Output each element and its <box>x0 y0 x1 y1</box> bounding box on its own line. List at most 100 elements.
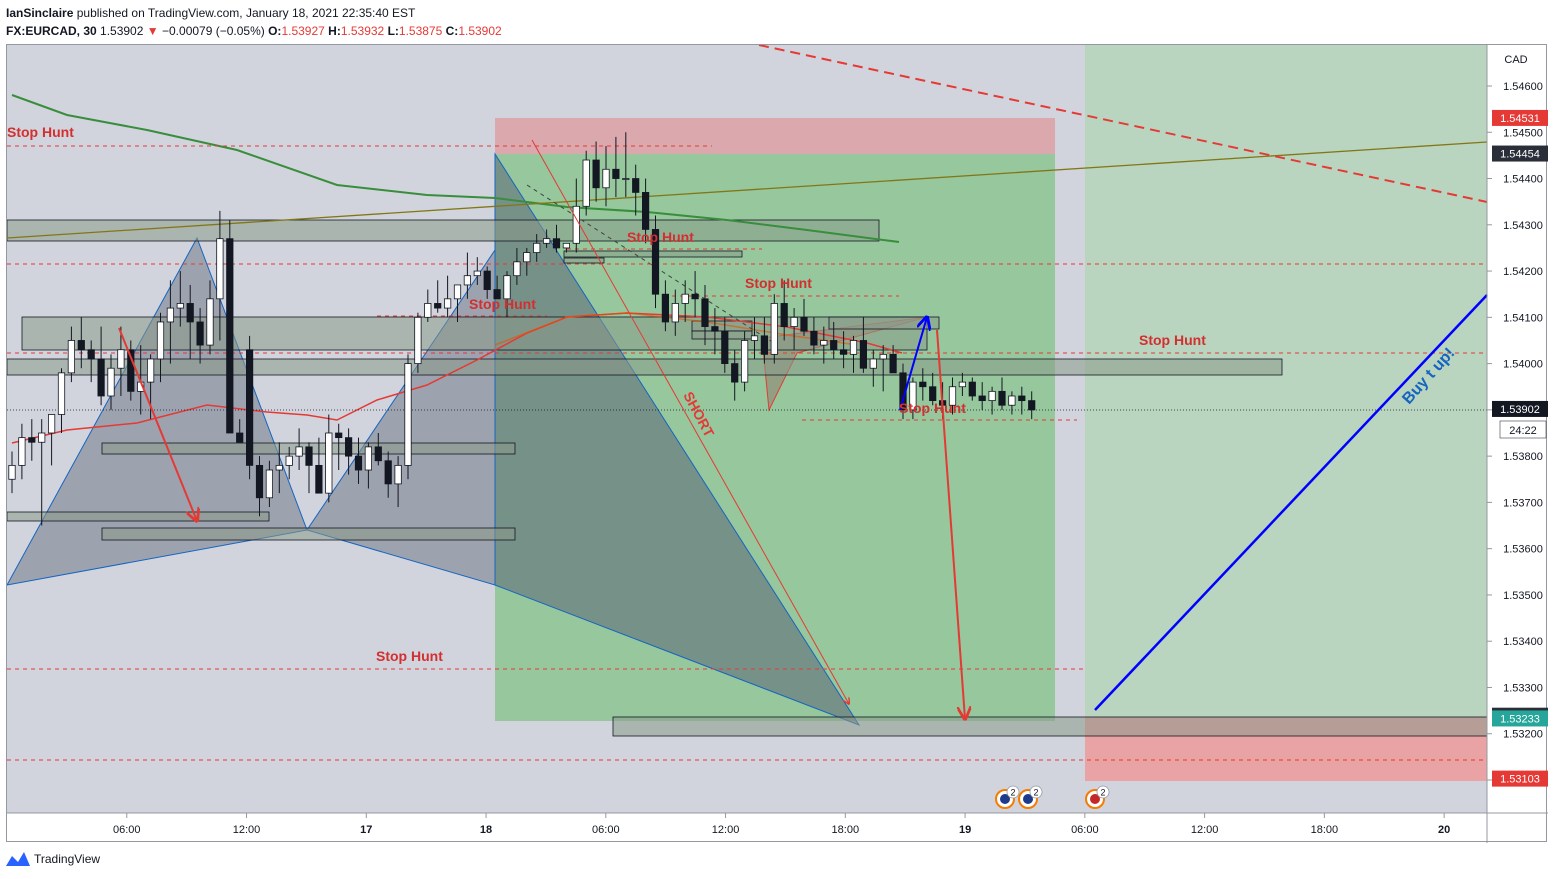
candle-body[interactable] <box>275 464 283 471</box>
candle-body[interactable] <box>156 321 165 360</box>
candle-body[interactable] <box>38 432 46 443</box>
candle-body[interactable] <box>8 464 16 480</box>
candle-body[interactable] <box>335 432 343 439</box>
candle-body[interactable] <box>67 340 76 374</box>
candle-body[interactable] <box>473 270 481 277</box>
candle-body[interactable] <box>721 330 729 365</box>
candle-body[interactable] <box>166 307 174 323</box>
candle-body[interactable] <box>998 390 1006 406</box>
candle-body[interactable] <box>1028 400 1036 411</box>
candle-body[interactable] <box>18 437 26 466</box>
candle-body[interactable] <box>57 372 66 415</box>
candle-body[interactable] <box>919 381 927 388</box>
candle-body[interactable] <box>305 446 313 466</box>
candle-body[interactable] <box>909 381 917 411</box>
candle-body[interactable] <box>849 340 858 355</box>
candle-body[interactable] <box>503 275 511 300</box>
candle-body[interactable] <box>760 335 769 355</box>
candle-body[interactable] <box>790 316 798 327</box>
candle-body[interactable] <box>344 437 353 457</box>
candle-body[interactable] <box>493 289 501 300</box>
candle-body[interactable] <box>384 460 392 485</box>
candle-body[interactable] <box>424 303 432 318</box>
candle-body[interactable] <box>869 358 877 369</box>
candle-body[interactable] <box>325 432 333 494</box>
economic-events[interactable]: 2 2 2 <box>995 785 1110 809</box>
candle-body[interactable] <box>374 446 382 462</box>
candlestick-series[interactable] <box>8 132 1036 526</box>
time-axis[interactable]: 06:00 12:00 17 18 06:00 12:00 18:00 19 06:00 12:0… <box>113 813 1450 836</box>
candle-body[interactable] <box>968 381 976 397</box>
tradingview-brand[interactable]: TradingView <box>6 852 100 866</box>
candle-body[interactable] <box>830 340 838 351</box>
candle-body[interactable] <box>404 363 412 466</box>
candle-body[interactable] <box>245 349 254 466</box>
candle-body[interactable] <box>731 363 739 383</box>
candle-body[interactable] <box>750 335 759 341</box>
candle-body[interactable] <box>206 298 214 346</box>
candle-body[interactable] <box>948 386 957 406</box>
candle-body[interactable] <box>661 293 670 323</box>
candle-body[interactable] <box>552 238 561 249</box>
candle-body[interactable] <box>543 238 551 244</box>
candle-body[interactable] <box>632 178 640 193</box>
candle-body[interactable] <box>612 168 620 179</box>
candle-body[interactable] <box>671 303 679 323</box>
candle-body[interactable] <box>701 298 709 327</box>
candle-body[interactable] <box>741 340 749 383</box>
candle-body[interactable] <box>117 349 125 369</box>
candle-body[interactable] <box>711 326 719 332</box>
candle-body[interactable] <box>364 446 373 471</box>
candle-body[interactable] <box>582 159 590 207</box>
candle-body[interactable] <box>889 353 897 374</box>
candle-body[interactable] <box>315 464 323 494</box>
candle-body[interactable] <box>622 178 630 180</box>
candle-body[interactable] <box>879 353 887 360</box>
candle-body[interactable] <box>453 284 462 300</box>
candle-body[interactable] <box>127 349 135 392</box>
candle-body[interactable] <box>780 303 788 327</box>
candle-body[interactable] <box>770 303 778 355</box>
candle-body[interactable] <box>1008 395 1016 406</box>
author-name[interactable]: IanSinclaire <box>6 6 74 20</box>
candle-body[interactable] <box>354 455 363 471</box>
candle-body[interactable] <box>523 252 531 263</box>
candle-body[interactable] <box>642 192 650 230</box>
candle-body[interactable] <box>295 446 303 457</box>
candle-body[interactable] <box>572 205 580 244</box>
candle-body[interactable] <box>285 455 293 466</box>
candle-body[interactable] <box>800 316 808 332</box>
candle-body[interactable] <box>434 303 442 309</box>
candle-body[interactable] <box>691 293 699 300</box>
candle-body[interactable] <box>562 242 571 249</box>
candle-body[interactable] <box>97 358 105 397</box>
candle-body[interactable] <box>394 464 402 485</box>
candle-body[interactable] <box>87 349 95 360</box>
candle-body[interactable] <box>226 238 234 434</box>
candle-body[interactable] <box>513 261 521 277</box>
candle-body[interactable] <box>463 275 472 286</box>
candle-body[interactable] <box>77 340 85 351</box>
candle-body[interactable] <box>651 229 660 295</box>
candle-body[interactable] <box>592 159 600 189</box>
candle-body[interactable] <box>929 386 937 402</box>
candle-body[interactable] <box>988 390 996 402</box>
candle-body[interactable] <box>978 395 986 402</box>
chart-frame[interactable]: Stop Hunt Stop Hunt Stop Hunt Stop Hunt Stop… <box>6 44 1548 843</box>
candle-body[interactable] <box>28 437 36 443</box>
candle-body[interactable] <box>840 349 848 355</box>
candle-body[interactable] <box>176 303 184 309</box>
candle-body[interactable] <box>196 321 204 346</box>
candle-body[interactable] <box>602 168 610 189</box>
candle-body[interactable] <box>958 381 967 388</box>
candle-body[interactable] <box>107 367 115 397</box>
candle-body[interactable] <box>533 242 541 253</box>
candle-body[interactable] <box>681 293 689 304</box>
candle-body[interactable] <box>443 298 452 309</box>
candle-body[interactable] <box>265 469 274 499</box>
candle-body[interactable] <box>414 316 422 365</box>
candle-body[interactable] <box>483 270 491 290</box>
candle-body[interactable] <box>186 303 194 323</box>
candle-body[interactable] <box>1018 395 1026 402</box>
candle-body[interactable] <box>255 464 264 499</box>
